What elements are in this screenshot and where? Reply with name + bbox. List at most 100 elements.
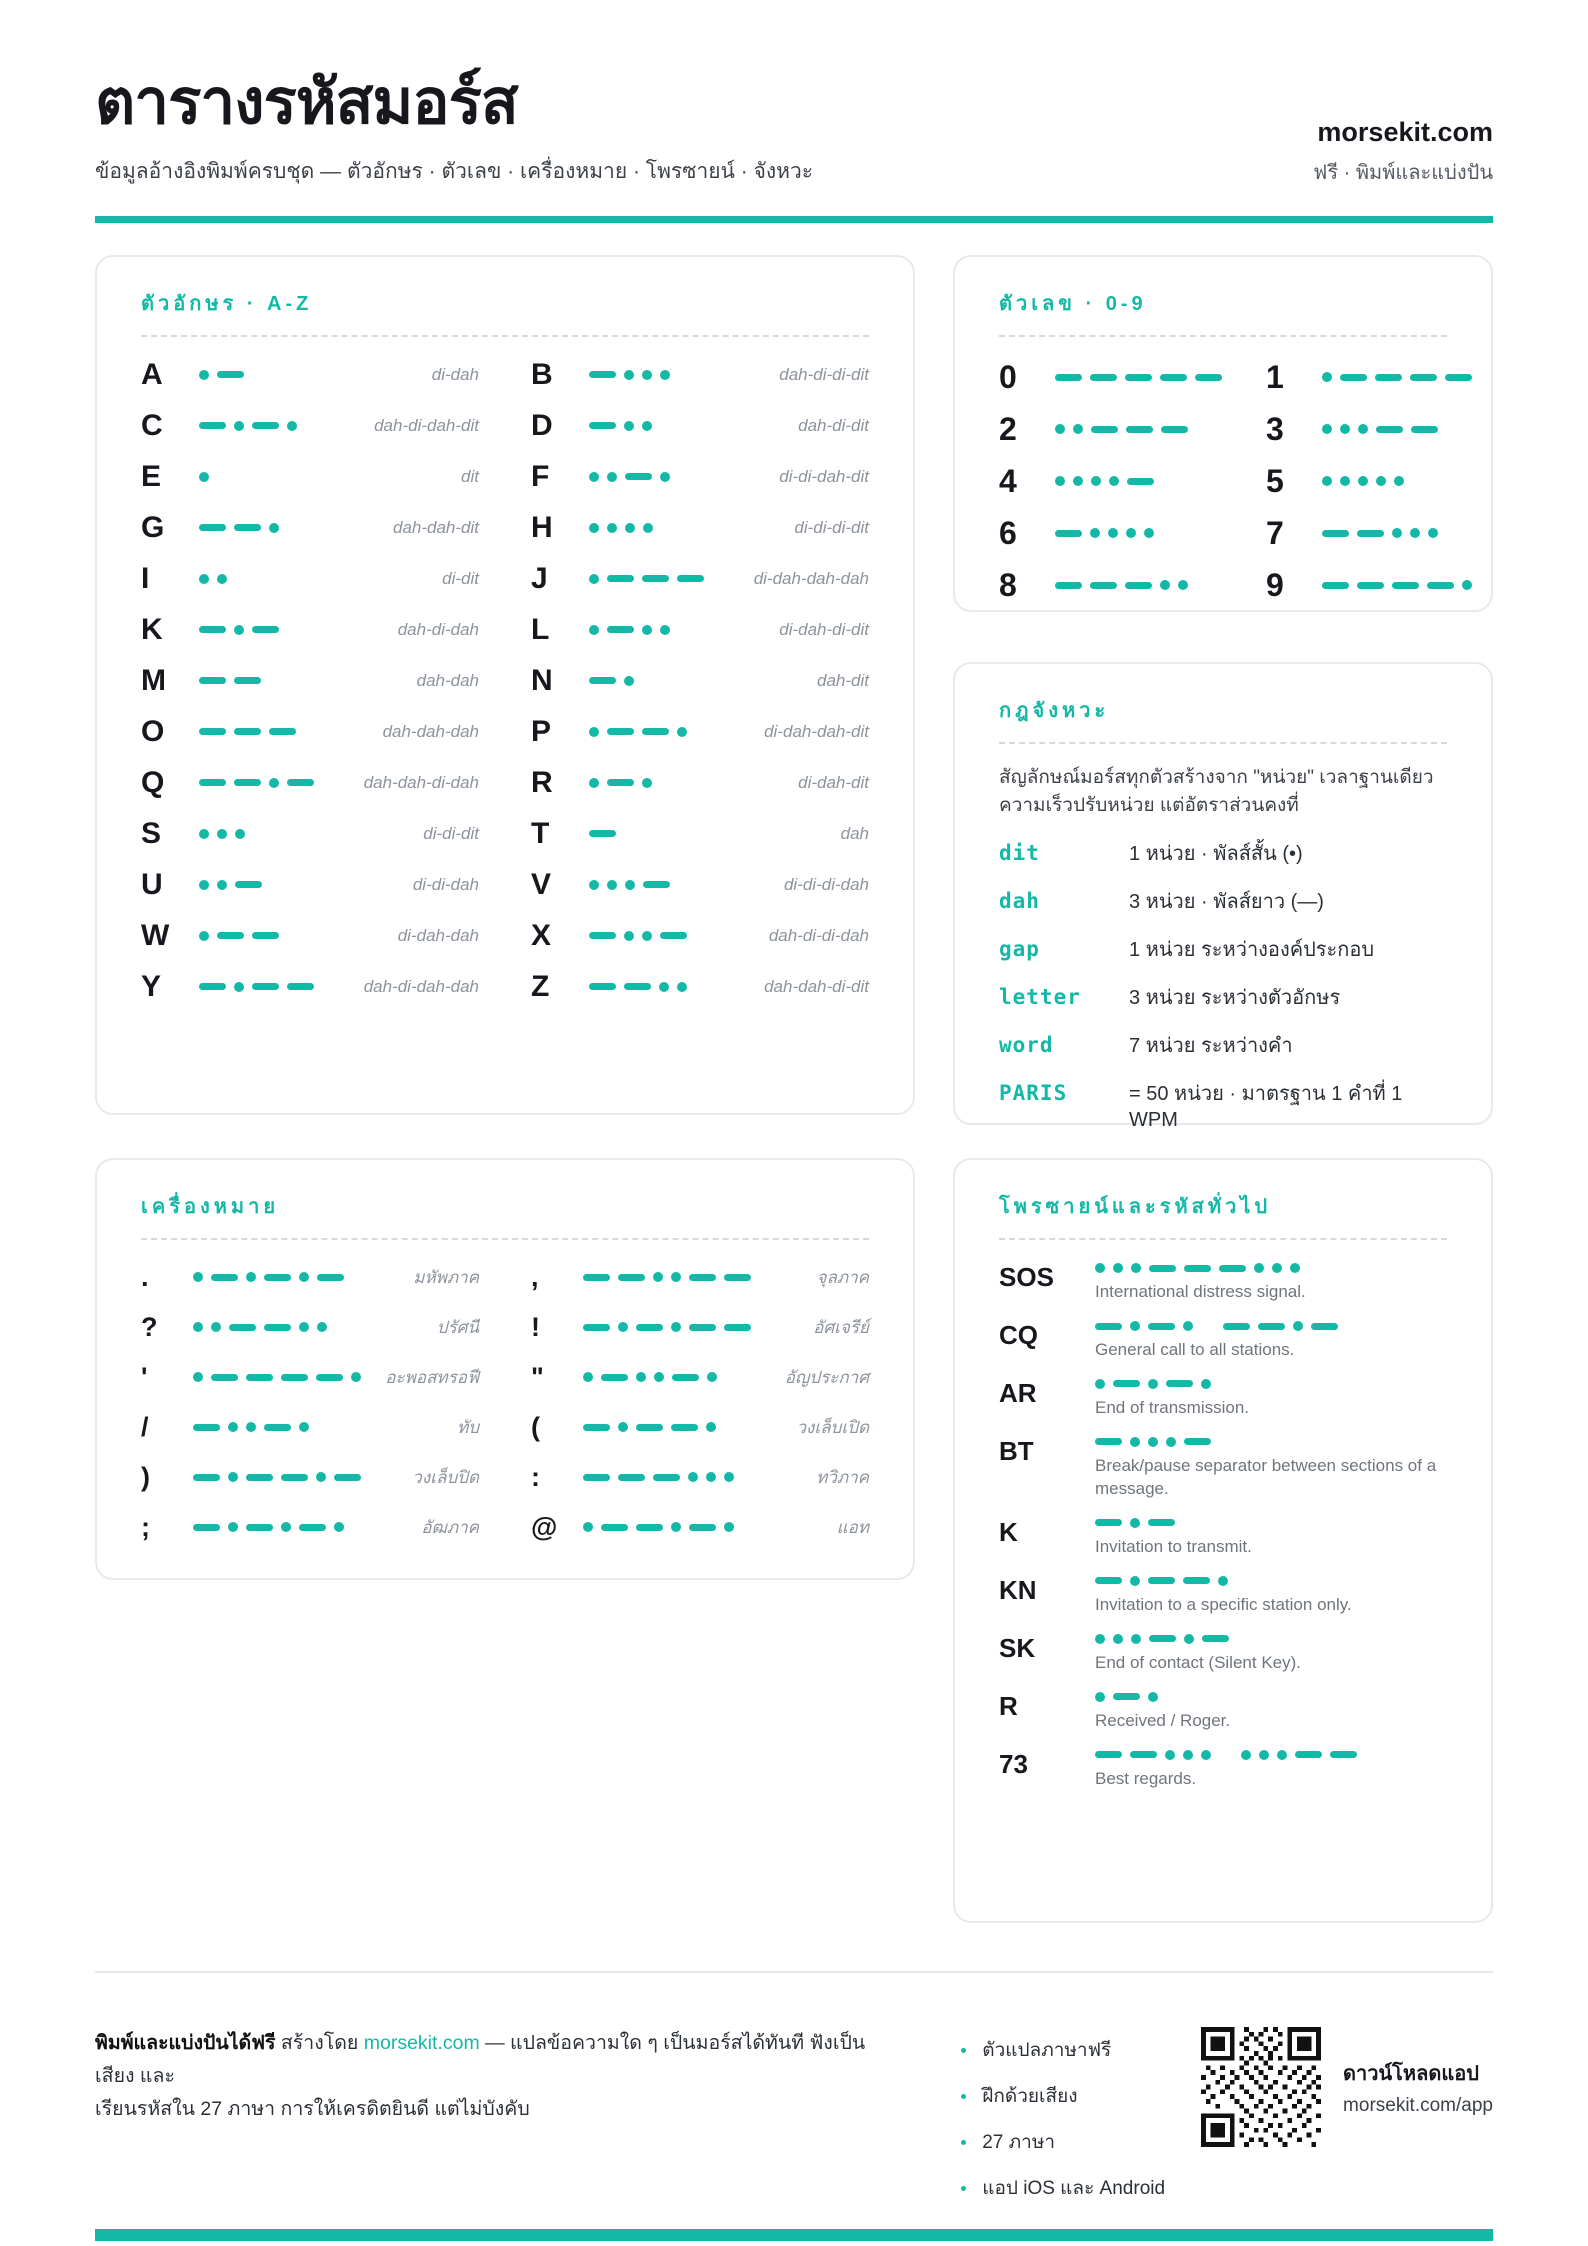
morse-dot — [199, 573, 209, 584]
footer: พิมพ์และแบ่งปันได้ฟรี สร้างโดย morsekit.… — [95, 2027, 1493, 2211]
prosign-rows: SOS International distress signal. CQ Ge… — [999, 1254, 1447, 1798]
morse-dot — [618, 1322, 628, 1333]
letter-row: Y dah-di-dah-dah — [141, 961, 479, 1012]
letter-char: N — [531, 663, 553, 697]
prosign-sign: CQ — [999, 1320, 1038, 1351]
morse-dash — [199, 677, 226, 685]
mnemonic-label: dah — [840, 823, 869, 843]
letter-char: M — [141, 663, 166, 697]
letter-char: I — [141, 561, 150, 595]
timing-rule-row: PARIS = 50 หน่วย · มาตรฐาน 1 คำที่ 1 WPM — [999, 1069, 1447, 1140]
morse-dash — [1311, 1322, 1338, 1330]
punctuation-grid: . มหัพภาค , จุลภาค ? ปรัศนี ! อัศเจรีย์ … — [141, 1252, 869, 1552]
morse-dot — [677, 726, 687, 737]
morse-dot — [1055, 476, 1065, 487]
letter-row: S di-di-dit — [141, 808, 479, 859]
punctuation-row: , จุลภาค — [531, 1252, 869, 1302]
timing-rule-row: letter 3 หน่วย ระหว่างตัวอักษร — [999, 973, 1447, 1021]
morse-dash — [1184, 1438, 1211, 1446]
punctuation-name: ทับ — [457, 1417, 479, 1437]
morse-dot — [1293, 1321, 1303, 1332]
morse-dash — [234, 728, 261, 736]
timing-rule-row: word 7 หน่วย ระหว่างคำ — [999, 1021, 1447, 1069]
morse-dash — [1148, 1322, 1175, 1330]
timing-rows: dit 1 หน่วย · พัลส์สั้น (•) dah 3 หน่วย … — [999, 829, 1447, 1140]
footer-created-by: สร้างโดย — [280, 2032, 359, 2055]
morse-dot — [193, 1322, 203, 1333]
letter-row: W di-dah-dah — [141, 910, 479, 961]
prosign-row: BT Break/pause separator between section… — [999, 1428, 1447, 1509]
morse-dot — [642, 420, 652, 431]
morse-dash — [1411, 425, 1438, 433]
footer-divider — [95, 1971, 1493, 1974]
morse-dot — [589, 624, 599, 635]
morse-dash — [642, 575, 669, 583]
morse-dot — [618, 1422, 628, 1433]
morse-dot — [334, 1522, 344, 1533]
number-row: 5 — [1266, 455, 1472, 507]
morse-dot — [625, 879, 635, 890]
morse-dot — [607, 522, 617, 533]
mnemonic-label: dah-dah — [416, 670, 479, 690]
numbers-grid: 0 1 2 3 4 5 6 7 8 9 — [999, 351, 1472, 611]
morse-dot — [583, 1372, 593, 1383]
morse-dash — [1148, 1519, 1175, 1527]
timing-rule-desc: 1 หน่วย · พัลส์สั้น (•) — [1129, 843, 1303, 866]
punctuation-char: ' — [141, 1361, 148, 1392]
letter-char: B — [531, 357, 553, 391]
morse-dash — [1090, 581, 1117, 589]
punctuation-row: ' อะพอสทรอฟี — [141, 1352, 479, 1402]
morse-dot — [636, 1372, 646, 1383]
morse-dash — [618, 1273, 645, 1281]
morse-dot — [1108, 528, 1118, 539]
morse-dash — [1322, 529, 1349, 537]
morse-dot — [317, 1322, 327, 1333]
punctuation-char: ? — [141, 1311, 158, 1342]
morse-dot — [677, 981, 687, 992]
feature-list: ตัวแปลภาษาฟรี ฝึกด้วยเสียง 27 ภาษา แอป i… — [961, 2027, 1165, 2211]
morse-dot — [1277, 1749, 1287, 1760]
morse-dot — [1130, 1321, 1140, 1332]
morse-dot — [246, 1422, 256, 1433]
morse-dash — [193, 1473, 220, 1481]
morse-dash — [1055, 373, 1082, 381]
punctuation-card: เครื่องหมาย . มหัพภาค , จุลภาค ? ปรัศนี … — [95, 1158, 915, 1581]
morse-code — [1322, 423, 1472, 435]
morse-dash — [1330, 1751, 1357, 1759]
timing-rule-desc: = 50 หน่วย · มาตรฐาน 1 คำที่ 1 WPM — [1129, 1083, 1403, 1132]
mnemonic-label: di-dah — [431, 364, 479, 384]
accent-divider-bar — [95, 216, 1493, 224]
morse-dash — [334, 1473, 361, 1481]
morse-dot — [589, 522, 599, 533]
punctuation-char: @ — [531, 1511, 558, 1542]
morsekit-link[interactable]: morsekit.com — [363, 2032, 480, 2055]
morse-dash — [299, 1523, 326, 1531]
dashed-divider — [999, 742, 1447, 745]
morse-code — [193, 1371, 385, 1383]
morse-code — [193, 1521, 421, 1533]
footer-line2: เรียนรหัสใน 27 ภาษา การให้เครดิตยินดี แต… — [95, 2098, 530, 2121]
header-left: ตารางรหัสมอร์ส ข้อมูลอ้างอิงพิมพ์ครบชุด … — [95, 70, 813, 188]
morse-dash — [607, 575, 634, 583]
footer-line1-rest: — แปลข้อความใด ๆ เป็นมอร์สได้ทันที ฟังเป… — [95, 2032, 866, 2088]
morse-dash — [199, 626, 226, 634]
morse-dash — [264, 1423, 291, 1431]
morse-dot — [1410, 528, 1420, 539]
morse-dash — [689, 1523, 716, 1531]
punctuation-char: . — [141, 1261, 149, 1292]
morse-dash — [217, 371, 244, 379]
prosign-sign: K — [999, 1516, 1018, 1547]
morse-code — [193, 1471, 412, 1483]
morse-dash — [660, 932, 687, 940]
morse-dot — [1428, 528, 1438, 539]
morse-code — [1055, 579, 1222, 591]
morse-code — [1095, 1633, 1447, 1645]
mnemonic-label: di-di-dah-dit — [779, 466, 869, 486]
morse-dot — [688, 1472, 698, 1483]
morse-dash — [1148, 1577, 1175, 1585]
mnemonic-label: dah-dah-di-dit — [764, 976, 869, 996]
letter-row: B dah-di-di-dit — [531, 349, 869, 400]
prosign-row: SK End of contact (Silent Key). — [999, 1625, 1447, 1683]
morse-dash — [211, 1273, 238, 1281]
timing-rule-key: word — [999, 1033, 1054, 1058]
